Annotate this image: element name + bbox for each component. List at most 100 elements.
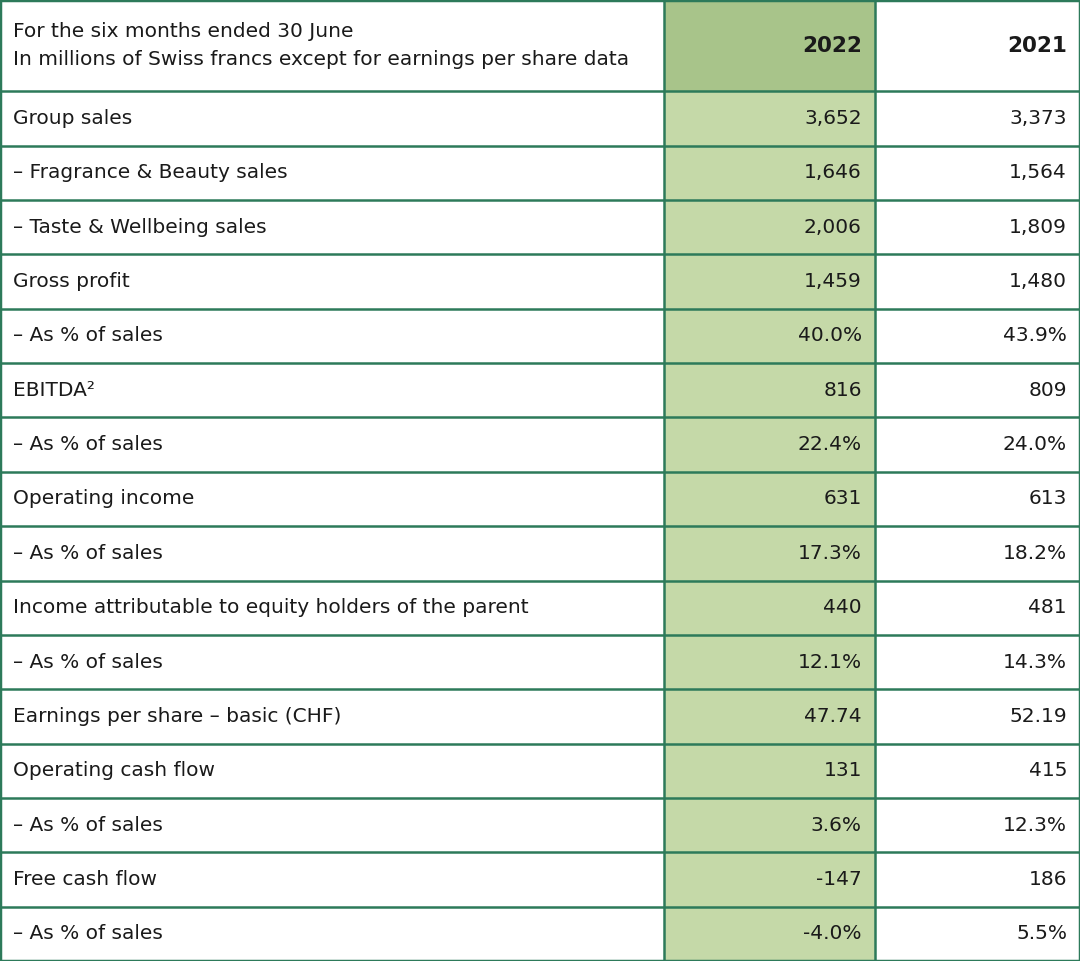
Bar	[875, 200, 1080, 255]
Text: 12.3%: 12.3%	[1003, 816, 1067, 834]
Bar	[875, 906, 1080, 961]
Text: 22.4%: 22.4%	[798, 435, 862, 455]
Text: 43.9%: 43.9%	[1003, 327, 1067, 345]
Bar	[0, 363, 664, 417]
Bar	[875, 526, 1080, 580]
Text: 52.19: 52.19	[1010, 707, 1067, 726]
Text: Group sales: Group sales	[13, 109, 132, 128]
Bar	[664, 852, 875, 906]
Bar	[0, 689, 664, 744]
Bar	[875, 0, 1080, 91]
Text: Income attributable to equity holders of the parent: Income attributable to equity holders of…	[13, 598, 528, 617]
Bar	[664, 689, 875, 744]
Text: 186: 186	[1028, 870, 1067, 889]
Bar	[0, 91, 664, 146]
Text: 1,809: 1,809	[1009, 218, 1067, 236]
Text: Earnings per share – basic (CHF): Earnings per share – basic (CHF)	[13, 707, 341, 726]
Text: -4.0%: -4.0%	[804, 924, 862, 944]
Text: – As % of sales: – As % of sales	[13, 544, 163, 563]
Text: 2022: 2022	[802, 36, 862, 56]
Bar	[0, 744, 664, 798]
Text: – Fragrance & Beauty sales: – Fragrance & Beauty sales	[13, 163, 287, 183]
Bar	[664, 363, 875, 417]
Text: 18.2%: 18.2%	[1003, 544, 1067, 563]
Text: 613: 613	[1028, 489, 1067, 508]
Bar	[664, 472, 875, 526]
Bar	[875, 580, 1080, 635]
Text: 1,646: 1,646	[805, 163, 862, 183]
Text: 14.3%: 14.3%	[1003, 653, 1067, 672]
Bar	[0, 417, 664, 472]
Text: 47.74: 47.74	[805, 707, 862, 726]
Text: – As % of sales: – As % of sales	[13, 924, 163, 944]
Text: 40.0%: 40.0%	[798, 327, 862, 345]
Text: 481: 481	[1028, 598, 1067, 617]
Text: 816: 816	[823, 381, 862, 400]
Bar	[664, 744, 875, 798]
Bar	[875, 91, 1080, 146]
Text: 5.5%: 5.5%	[1016, 924, 1067, 944]
Bar	[875, 472, 1080, 526]
Bar	[0, 0, 664, 91]
Bar	[664, 255, 875, 308]
Bar	[664, 798, 875, 852]
Text: 3,652: 3,652	[805, 109, 862, 128]
Text: 809: 809	[1028, 381, 1067, 400]
Text: 1,564: 1,564	[1010, 163, 1067, 183]
Text: For the six months ended 30 June
In millions of Swiss francs except for earnings: For the six months ended 30 June In mill…	[13, 22, 629, 69]
Bar	[664, 0, 875, 91]
Bar	[875, 744, 1080, 798]
Bar	[664, 200, 875, 255]
Bar	[875, 363, 1080, 417]
Text: – As % of sales: – As % of sales	[13, 816, 163, 834]
Bar	[664, 417, 875, 472]
Bar	[875, 308, 1080, 363]
Text: Operating cash flow: Operating cash flow	[13, 761, 215, 780]
Text: – As % of sales: – As % of sales	[13, 327, 163, 345]
Text: -147: -147	[816, 870, 862, 889]
Text: 17.3%: 17.3%	[798, 544, 862, 563]
Bar	[664, 635, 875, 689]
Text: 3,373: 3,373	[1010, 109, 1067, 128]
Text: 131: 131	[823, 761, 862, 780]
Bar	[0, 200, 664, 255]
Text: Free cash flow: Free cash flow	[13, 870, 157, 889]
Bar	[664, 580, 875, 635]
Text: – As % of sales: – As % of sales	[13, 435, 163, 455]
Bar	[875, 255, 1080, 308]
Text: – As % of sales: – As % of sales	[13, 653, 163, 672]
Text: 440: 440	[823, 598, 862, 617]
Text: 1,459: 1,459	[805, 272, 862, 291]
Bar	[664, 91, 875, 146]
Text: 12.1%: 12.1%	[798, 653, 862, 672]
Text: Operating income: Operating income	[13, 489, 194, 508]
Bar	[0, 146, 664, 200]
Text: – Taste & Wellbeing sales: – Taste & Wellbeing sales	[13, 218, 267, 236]
Bar	[875, 852, 1080, 906]
Bar	[875, 635, 1080, 689]
Text: 415: 415	[1028, 761, 1067, 780]
Bar	[0, 308, 664, 363]
Bar	[664, 146, 875, 200]
Bar	[0, 580, 664, 635]
Text: EBITDA²: EBITDA²	[13, 381, 95, 400]
Text: 24.0%: 24.0%	[1003, 435, 1067, 455]
Text: 2,006: 2,006	[804, 218, 862, 236]
Bar	[875, 689, 1080, 744]
Bar	[0, 255, 664, 308]
Bar	[0, 635, 664, 689]
Text: 631: 631	[823, 489, 862, 508]
Bar	[0, 526, 664, 580]
Bar	[664, 526, 875, 580]
Bar	[0, 472, 664, 526]
Bar	[664, 906, 875, 961]
Bar	[664, 308, 875, 363]
Bar	[875, 146, 1080, 200]
Text: 2021: 2021	[1008, 36, 1067, 56]
Text: Gross profit: Gross profit	[13, 272, 130, 291]
Text: 3.6%: 3.6%	[811, 816, 862, 834]
Bar	[0, 906, 664, 961]
Bar	[875, 798, 1080, 852]
Bar	[0, 798, 664, 852]
Bar	[875, 417, 1080, 472]
